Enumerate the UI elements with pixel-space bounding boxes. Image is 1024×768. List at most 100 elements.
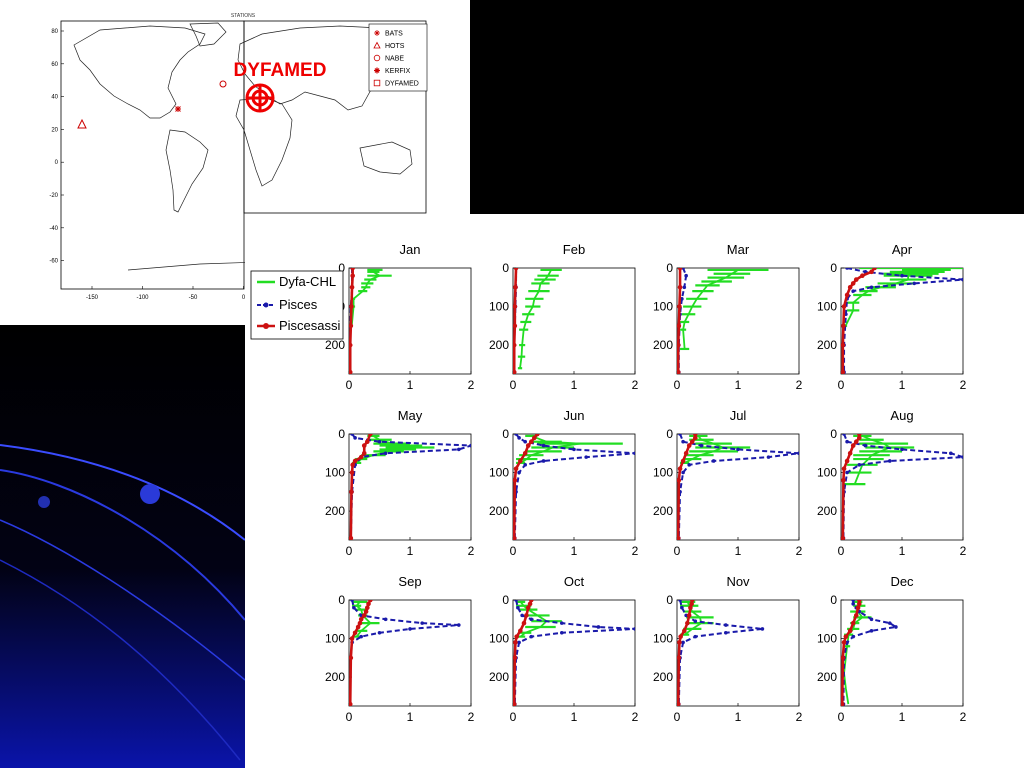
plot-area	[841, 268, 963, 374]
y-tick-label: 0	[666, 593, 673, 607]
pisces-point	[350, 600, 354, 602]
pisces-point	[517, 436, 521, 440]
x-tick-label: 0	[510, 378, 517, 392]
assi-point	[350, 273, 355, 279]
assi-point	[527, 601, 533, 607]
y-tick-label: 100	[817, 300, 837, 314]
chart-legend: Dyfa-CHL Pisces Piscesassi	[250, 270, 344, 340]
pisces-point	[961, 455, 963, 459]
panel-title: Dec	[890, 574, 914, 589]
pisces-point	[845, 470, 849, 475]
assi-point	[677, 342, 681, 348]
dyfamed-highlight: DYFAMED	[234, 60, 327, 113]
pisces-point	[699, 443, 704, 448]
x-tick-label: 0	[838, 544, 845, 558]
map-title: STATIONS	[231, 13, 256, 19]
pisces-point	[766, 455, 771, 459]
map-legend: BATS HOTS NABE KERFIX DYFAMED	[368, 23, 428, 92]
assi-point	[349, 655, 354, 661]
panel-title: Feb	[563, 242, 585, 257]
y-tick-label: 200	[325, 338, 345, 352]
dyfamed-label: DYFAMED	[234, 60, 327, 81]
x-tick-label: 1	[571, 710, 578, 724]
x-tick-label: 0	[674, 544, 681, 558]
pisces-point	[693, 619, 698, 623]
pisces-point	[851, 289, 855, 293]
plot-area	[677, 600, 765, 706]
pisces-point	[863, 443, 868, 448]
panel-axes	[840, 267, 964, 375]
assi-point	[513, 268, 519, 271]
pisces-point	[596, 625, 601, 629]
series-assi-line	[349, 434, 372, 539]
assi-point	[841, 640, 847, 645]
assi-point	[525, 443, 531, 448]
map-y-tick-label: -20	[49, 193, 58, 199]
assi-point	[853, 613, 859, 618]
assi-point	[513, 304, 518, 309]
pisces-point	[888, 459, 892, 463]
assi-point	[855, 605, 861, 611]
panel-title: Mar	[727, 242, 750, 257]
map-legend-label: HOTS	[385, 43, 405, 50]
assi-point	[349, 701, 353, 706]
pisces-point	[469, 443, 471, 448]
assi-point	[857, 601, 862, 607]
assi-point	[853, 277, 859, 282]
assi-point	[689, 601, 694, 607]
pisces-point	[541, 443, 546, 448]
panel-axes	[840, 599, 964, 707]
pisces-point	[514, 434, 518, 436]
assi-point	[677, 268, 683, 271]
assi-point	[350, 462, 355, 468]
panel-title: Jun	[564, 408, 585, 423]
pisces-point	[383, 451, 388, 456]
x-tick-label: 2	[796, 378, 803, 392]
assi-point	[847, 284, 853, 290]
x-tick-label: 0	[838, 378, 845, 392]
assi-point	[693, 435, 698, 441]
series-pisces-line	[513, 600, 635, 705]
pisces-point	[350, 434, 354, 436]
y-tick-label: 100	[489, 300, 509, 314]
pisces-point	[420, 621, 424, 625]
assi-point	[513, 655, 518, 661]
swoosh-line	[0, 519, 246, 681]
assi-point	[349, 369, 353, 374]
assi-point	[522, 450, 528, 456]
x-tick-label: 2	[796, 544, 803, 558]
pisces-point	[842, 434, 846, 436]
x-tick-label: 1	[899, 544, 906, 558]
swoosh-line	[0, 559, 241, 761]
plot-area	[513, 268, 562, 374]
x-tick-label: 1	[571, 544, 578, 558]
y-tick-label: 0	[666, 427, 673, 441]
y-tick-label: 200	[653, 504, 673, 518]
assi-point	[368, 434, 373, 437]
pisces-point	[949, 451, 953, 456]
circle-icon	[373, 54, 381, 62]
pisces-point	[523, 439, 527, 444]
panel-axes	[676, 599, 800, 707]
swoosh-gradient	[0, 325, 245, 768]
assi-point	[686, 613, 692, 618]
assi-point	[525, 605, 531, 611]
legend-label-obs: Dyfa-CHL	[279, 274, 336, 289]
assi-point	[358, 616, 364, 622]
x-tick-label: 2	[632, 544, 639, 558]
map-y-tick-label: 80	[51, 29, 58, 35]
x-tick-label: 2	[632, 710, 639, 724]
panel-title: Oct	[564, 574, 585, 589]
assi-point	[349, 323, 354, 329]
assi-point	[841, 304, 847, 309]
pisces-point	[408, 627, 412, 631]
pisces-point	[359, 634, 363, 639]
map-y-tick-label: -40	[49, 226, 58, 232]
pisces-point	[680, 605, 684, 610]
x-tick-label: 1	[899, 378, 906, 392]
x-tick-label: 0	[674, 378, 681, 392]
pisces-point	[457, 623, 461, 627]
pisces-point	[517, 470, 521, 475]
pisces-point	[514, 600, 518, 602]
assi-point	[678, 634, 683, 639]
